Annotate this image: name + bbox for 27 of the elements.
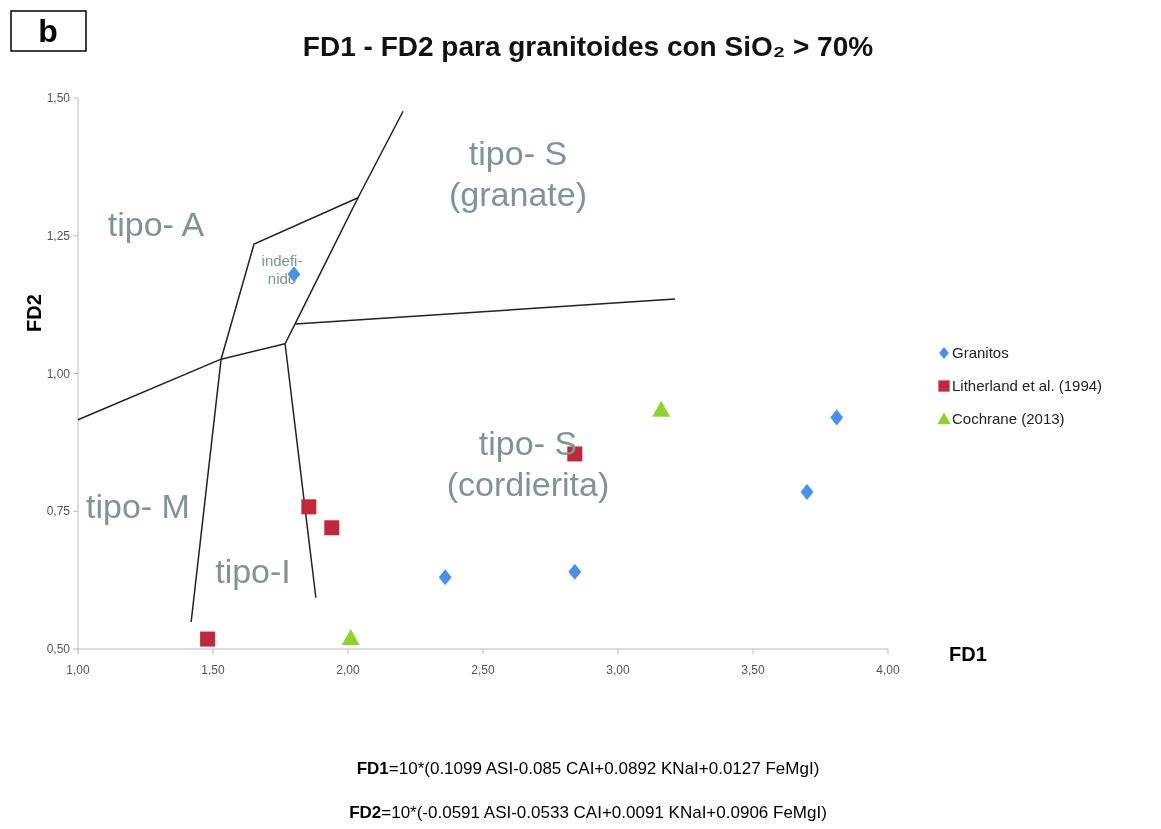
annotation: tipo- S (granate) [449, 134, 587, 213]
x-tick-label: 2,50 [471, 663, 495, 677]
annotation: tipo- M [86, 487, 190, 525]
x-tick-label: 3,50 [741, 663, 765, 677]
annotation: tipo- A [107, 205, 205, 243]
annotation: indefi- nido [261, 252, 303, 287]
annotation: tipo-I [215, 552, 291, 590]
y-tick-label: 1,25 [46, 228, 71, 243]
x-tick-label: 3,00 [606, 663, 630, 677]
text: b [38, 13, 58, 49]
legend-label: Cochrane (2013) [952, 410, 1065, 427]
x-tick-label: 2,00 [336, 663, 360, 677]
text: FD1=10*(0.1099 ASI-0.085 CAI+0.0892 KNaI+0.0127 FeMgI) [356, 759, 820, 778]
x-tick-label: 4,00 [876, 663, 900, 677]
legend-label: Litherland et al. (1994) [952, 377, 1103, 394]
x-tick-label: 1,00 [66, 663, 90, 677]
x-tick-label: 1,50 [201, 663, 225, 677]
text: FD2=10*(-0.0591 ASI-0.0533 CAI+0.0091 KNaI+0.0906 FeMgI) [349, 803, 827, 822]
chart-title: FD1 - FD2 para granitoides con SiO₂ > 70% [302, 31, 874, 62]
y-tick-label: 1,50 [46, 91, 71, 105]
y-tick-label: 0,75 [46, 504, 71, 519]
legend-label: Granitos [952, 344, 1009, 361]
x-axis-title: FD1 [949, 643, 987, 665]
y-tick-label: 0,50 [46, 642, 71, 656]
annotation: tipo- S (cordierita) [446, 424, 610, 503]
y-axis-title: FD2 [23, 294, 45, 332]
y-tick-label: 1,00 [46, 366, 71, 381]
